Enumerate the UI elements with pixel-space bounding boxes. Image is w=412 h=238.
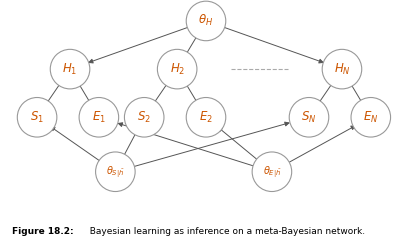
Text: Bayesian learning as inference on a meta-Bayesian network.: Bayesian learning as inference on a meta…	[84, 227, 365, 236]
Ellipse shape	[96, 152, 135, 192]
Ellipse shape	[186, 98, 226, 137]
Ellipse shape	[79, 98, 119, 137]
Ellipse shape	[50, 49, 90, 89]
Ellipse shape	[252, 152, 292, 192]
Text: Figure 18.2:: Figure 18.2:	[12, 227, 74, 236]
Text: $S_1$: $S_1$	[30, 110, 44, 125]
Text: $H_N$: $H_N$	[334, 62, 350, 77]
Text: $\theta_H$: $\theta_H$	[199, 13, 213, 29]
Ellipse shape	[322, 49, 362, 89]
Text: $S_N$: $S_N$	[301, 110, 317, 125]
Ellipse shape	[124, 98, 164, 137]
Text: $H_1$: $H_1$	[62, 62, 78, 77]
Text: $E_N$: $E_N$	[363, 110, 379, 125]
Text: $S_2$: $S_2$	[137, 110, 151, 125]
Ellipse shape	[351, 98, 391, 137]
Ellipse shape	[157, 49, 197, 89]
Ellipse shape	[186, 1, 226, 41]
Text: $\theta_{S|\bar{h}}$: $\theta_{S|\bar{h}}$	[106, 164, 125, 180]
Text: $E_2$: $E_2$	[199, 110, 213, 125]
Ellipse shape	[17, 98, 57, 137]
Ellipse shape	[289, 98, 329, 137]
Text: $\theta_{E|\bar{h}}$: $\theta_{E|\bar{h}}$	[262, 164, 281, 180]
Text: $H_2$: $H_2$	[169, 62, 185, 77]
Text: $E_1$: $E_1$	[92, 110, 106, 125]
